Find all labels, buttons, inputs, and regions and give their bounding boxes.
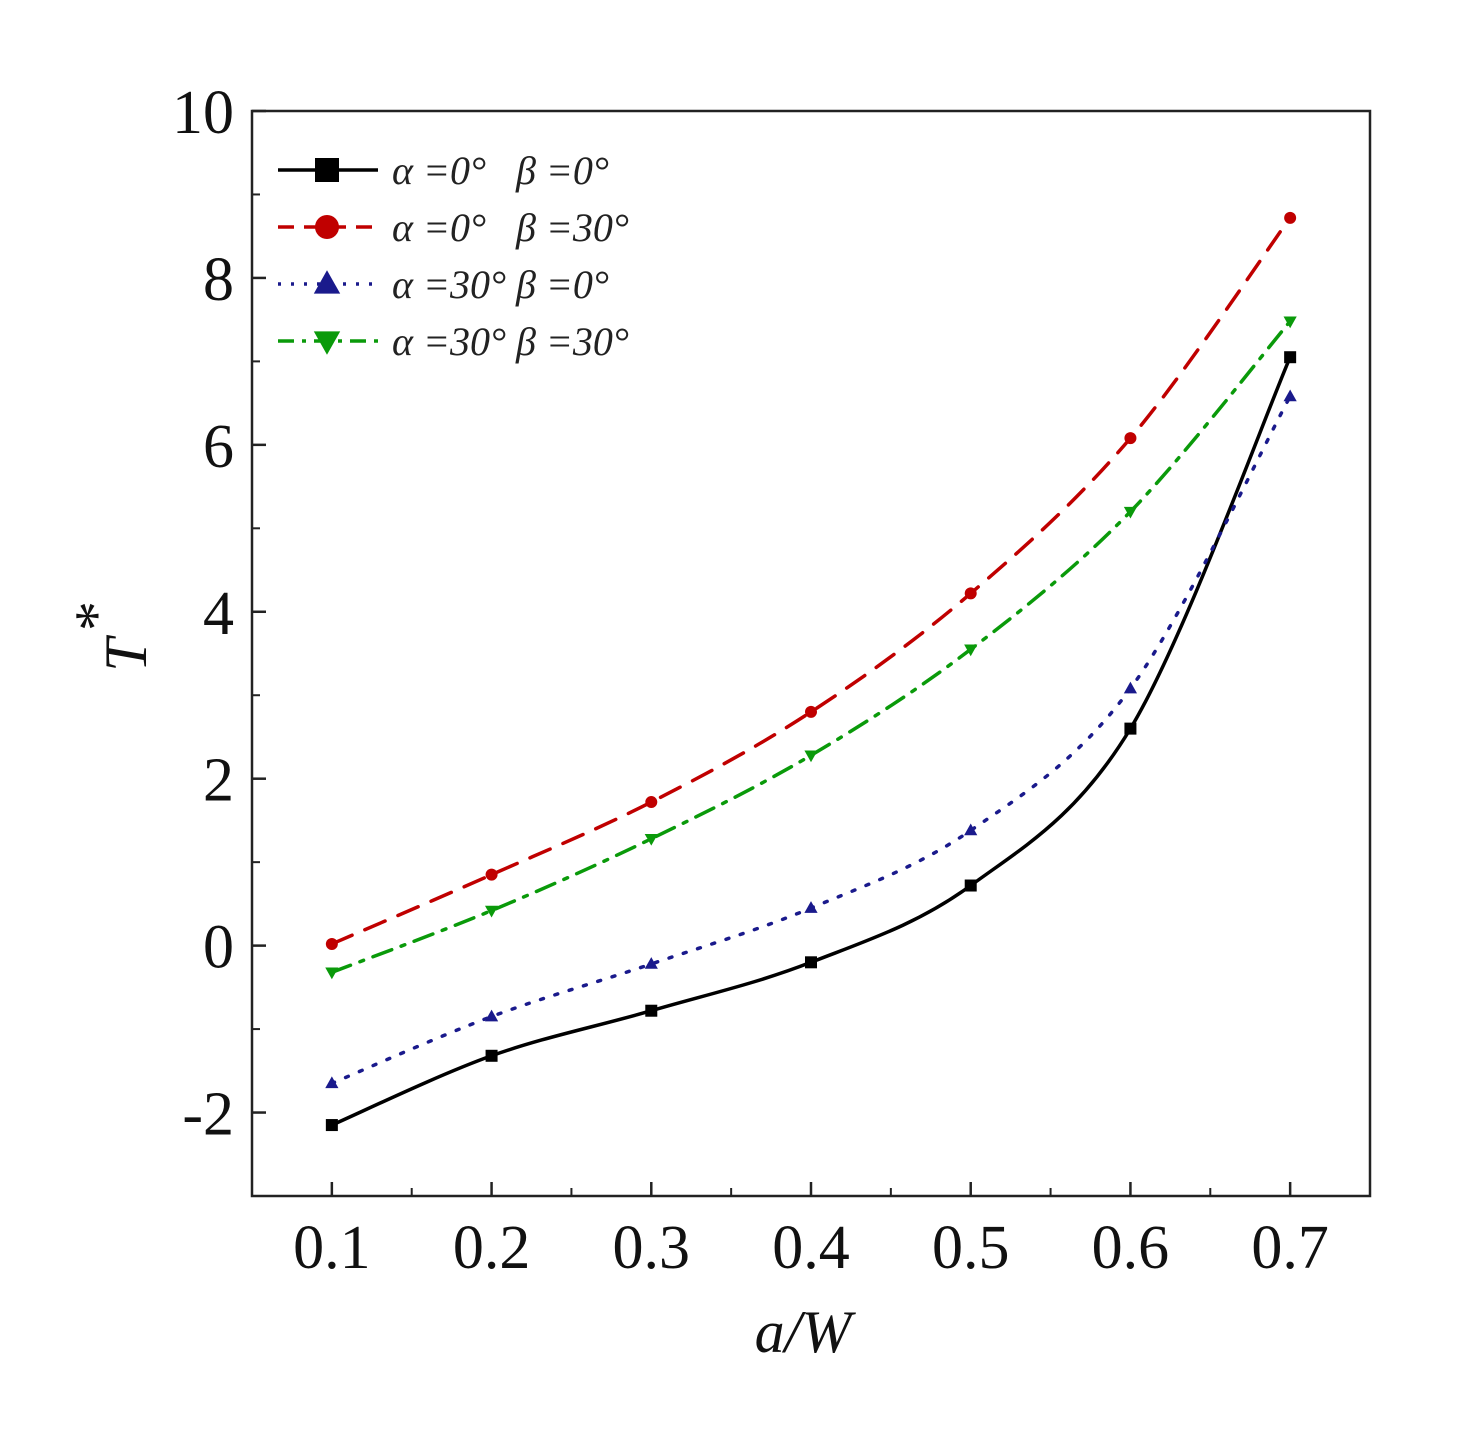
series-3 xyxy=(325,389,1297,1089)
data-point xyxy=(644,833,658,846)
x-tick-label: 0.2 xyxy=(453,1214,531,1282)
data-point xyxy=(804,750,818,763)
data-point xyxy=(805,705,817,718)
data-point xyxy=(1284,211,1297,224)
data-point xyxy=(1284,351,1297,364)
series-line xyxy=(330,355,1292,1127)
legend-label: α =0° β =0° xyxy=(392,148,609,193)
data-point xyxy=(485,868,498,881)
data-point xyxy=(1283,389,1297,402)
legend-label: α =30° β =30° xyxy=(392,319,629,364)
legend-label: α =0° β =30° xyxy=(392,205,629,250)
legend-marker xyxy=(315,215,339,239)
data-point xyxy=(964,879,977,892)
x-tick-labels: 0.1 0.2 0.3 0.4 0.5 0.6 0.7 xyxy=(293,1214,1329,1282)
axis-ticks xyxy=(252,109,1292,1197)
y-tick-label: -2 xyxy=(182,1081,234,1149)
series-1 xyxy=(325,351,1297,1132)
y-tick-labels: -2 0 2 4 6 8 10 xyxy=(172,79,234,1149)
data-point xyxy=(645,796,658,809)
data-point xyxy=(484,1009,499,1022)
y-tick-label: 10 xyxy=(172,79,234,147)
data-point xyxy=(964,823,978,836)
data-point xyxy=(804,901,818,913)
y-tick-label: 4 xyxy=(203,580,234,648)
data-point xyxy=(325,937,338,950)
x-tick-label: 0.1 xyxy=(293,1214,371,1282)
x-tick-label: 0.5 xyxy=(932,1214,1010,1282)
data-point xyxy=(645,1004,658,1017)
x-tick-label: 0.4 xyxy=(772,1214,850,1282)
legend-label: α =30° β =0° xyxy=(392,262,609,307)
data-point xyxy=(1124,432,1137,445)
data-point xyxy=(325,967,339,980)
legend-marker xyxy=(315,158,339,182)
data-point xyxy=(964,587,977,600)
x-tick-label: 0.3 xyxy=(613,1214,691,1282)
data-point xyxy=(1123,681,1138,694)
x-tick-label: 0.6 xyxy=(1092,1214,1170,1282)
legend-marker xyxy=(313,270,341,294)
series-2 xyxy=(325,211,1297,950)
y-axis-title: T * xyxy=(63,601,159,672)
y-axis-title-superscript: * xyxy=(63,601,129,631)
y-tick-label: 8 xyxy=(203,246,234,314)
data-point xyxy=(325,1119,338,1132)
data-point xyxy=(1124,722,1137,735)
data-point xyxy=(964,644,978,657)
legend: α =0° β =0° α =0° β =30° α =30° β =0° α =30… xyxy=(278,148,629,364)
data-point xyxy=(805,956,817,969)
x-axis-title: a/W xyxy=(755,1299,857,1365)
series-line xyxy=(330,394,1292,1086)
y-tick-label: 2 xyxy=(203,747,234,815)
data-point xyxy=(1123,506,1138,519)
y-tick-label: 6 xyxy=(203,413,234,481)
data-point xyxy=(644,957,658,969)
data-point xyxy=(325,1076,339,1089)
series-4 xyxy=(325,316,1297,980)
y-tick-label: 0 xyxy=(203,914,234,982)
data-point xyxy=(1283,316,1297,329)
series-layer xyxy=(325,211,1297,1132)
legend-marker xyxy=(313,331,341,355)
y-axis-title-text: T xyxy=(93,635,159,672)
data-point xyxy=(484,905,499,918)
x-tick-label: 0.7 xyxy=(1251,1214,1329,1282)
data-point xyxy=(485,1049,498,1062)
series-line xyxy=(330,216,1292,946)
